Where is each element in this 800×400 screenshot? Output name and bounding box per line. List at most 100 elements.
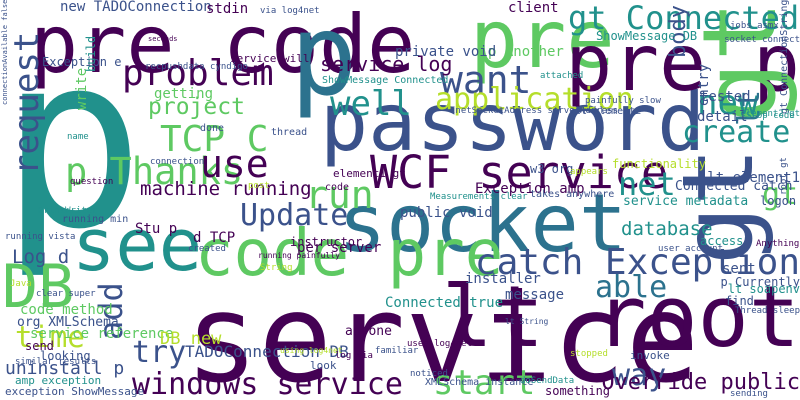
cloud-word: see [72,203,203,287]
cloud-word: service reference [30,326,174,342]
cloud-word: ShowMessage Connected [322,75,449,86]
cloud-word: gt [762,177,799,212]
cloud-word: Update [240,198,349,233]
cloud-word: socket connect [724,35,800,45]
cloud-word: using log4net [280,346,343,355]
cloud-word: TADOConnection DB [185,342,349,361]
cloud-word: want [440,58,532,102]
cloud-word: lt soapenv [727,282,800,296]
cloud-word: access [700,234,744,248]
cloud-word: question [70,177,114,187]
cloud-word: lt element2 [575,106,642,117]
cloud-word: new TADOConnection [60,0,212,15]
cloud-word: painfully slow [585,96,661,106]
cloud-word: Exception e [42,55,122,69]
cloud-word: find [725,294,754,308]
cloud-word: amp exception [15,374,102,387]
cloud-word: invoke [630,349,670,362]
cloud-word: run [305,173,374,217]
cloud-word: per server [297,240,382,256]
cloud-word: lt root [441,268,800,367]
cloud-word: element1 gt [333,167,406,180]
cloud-word: thread [271,127,308,138]
cloud-word: TCP C [160,119,269,160]
cloud-word: recpushdata cyndigo [145,62,248,72]
cloud-word: build [84,35,98,72]
cloud-word: w3 org [530,162,574,176]
cloud-word: Java [10,279,32,289]
cloud-word: private void [395,44,497,60]
cloud-word: Stu p [135,221,178,237]
cloud-word: p Another [488,44,564,60]
cloud-word: database [621,218,713,240]
cloud-word: start [433,363,536,400]
cloud-word: seconds [148,35,178,43]
cloud-word: catch Exception [474,242,800,283]
cloud-word: getting [154,86,214,102]
cloud-word: String [260,263,293,273]
cloud-word: entry [696,63,712,106]
cloud-word: service log [320,52,453,76]
cloud-word: clear super [36,289,96,299]
cloud-word: application [435,82,634,117]
cloud-word: uninstall p [5,358,125,379]
cloud-word: uses log4net [407,339,473,349]
cloud-word: takes anywhere [530,189,615,200]
cloud-word: Log d [12,246,70,268]
cloud-word: running painfully [258,251,340,260]
cloud-word: use [200,142,269,186]
cloud-word: create [682,115,791,150]
cloud-word: p [0,2,145,282]
cloud-word: log via [335,351,373,361]
cloud-word: similar results [15,357,97,367]
cloud-word: code [325,182,350,193]
cloud-word: gt ConnectionString [779,0,790,115]
cloud-word: InetSocketAddress serverAddress [450,106,618,116]
cloud-word: code pre [195,217,504,291]
cloud-word: message [505,287,565,303]
cloud-word: password [320,76,706,169]
cloud-word: well [330,84,412,124]
cloud-word: service will [230,52,310,65]
cloud-word: running vista [5,232,76,242]
cloud-word: project [148,94,245,120]
cloud-word: windows service [132,367,403,400]
cloud-word: Exception amp [475,181,585,197]
cloud-word: running min [62,214,129,225]
cloud-word: stopped [570,349,608,359]
cloud-word: done [200,123,225,134]
cloud-word: name [67,132,89,142]
cloud-word: way [612,358,667,393]
cloud-word: pre code [30,0,416,91]
cloud-word: ShowMessage DB [596,29,698,43]
cloud-word: net [618,165,676,203]
cloud-word: attached [540,71,584,81]
cloud-word: created [188,244,226,254]
cloud-word: pre p [565,19,800,109]
cloud-word: send [25,339,54,353]
cloud-word: detail [697,109,748,125]
cloud-word: connection [150,157,205,167]
cloud-word: installer [465,271,541,287]
cloud-word: socket [338,177,627,270]
cloud-word: sent [722,261,756,277]
cloud-word: user account [658,244,724,254]
cloud-word: gt Connected [568,0,800,37]
cloud-word: p Currently [720,275,800,289]
cloud-word: looking [40,349,91,363]
cloud-word: look [310,359,337,372]
cloud-word: Connected catch [675,179,793,194]
cloud-word: lt element1 [707,170,800,186]
cloud-word: logon [760,194,797,208]
cloud-word: something [545,384,611,398]
cloud-word: doSendData [520,376,575,386]
cloud-word: problem [122,53,274,94]
cloud-word: Override public [601,370,800,395]
cloud-word: WCF service [370,146,669,199]
cloud-word: public void [400,205,493,221]
cloud-word: p Thanks [65,150,244,193]
cloud-word: time [15,320,85,354]
cloud-word: appears [570,167,608,177]
cloud-word: XMLSchema instance [425,377,534,388]
